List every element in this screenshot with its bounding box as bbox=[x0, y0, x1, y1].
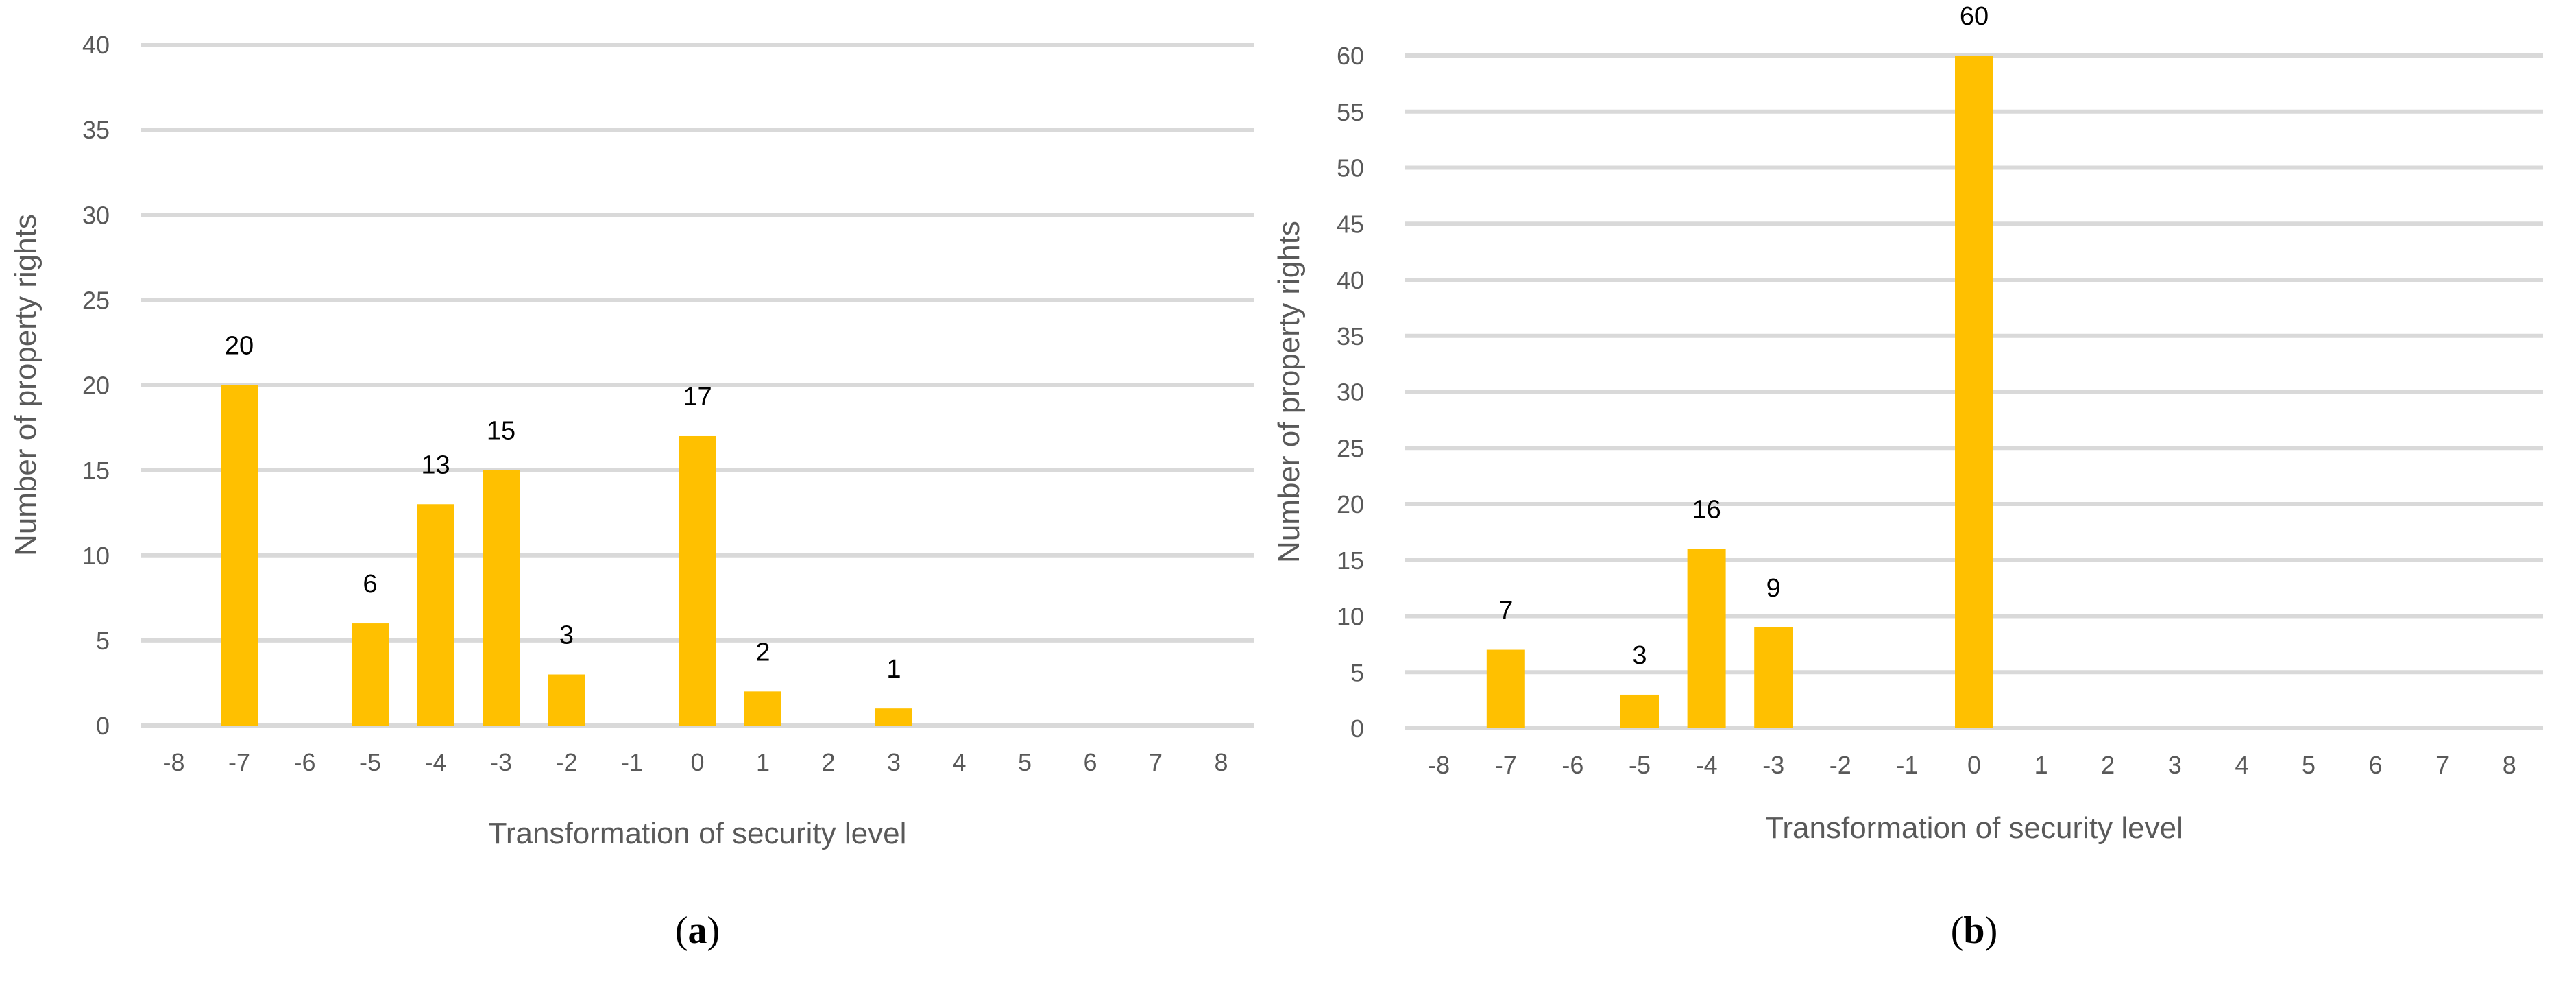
bar bbox=[1620, 694, 1659, 728]
x-tick-label: -1 bbox=[621, 748, 643, 776]
x-tick-label: -5 bbox=[359, 748, 381, 776]
x-tick-label: -3 bbox=[490, 748, 512, 776]
x-tick-label: -1 bbox=[1896, 751, 1918, 779]
x-tick-label: 5 bbox=[2302, 751, 2316, 779]
data-label: 3 bbox=[559, 621, 574, 650]
bar bbox=[548, 674, 585, 726]
x-tick-label: -2 bbox=[555, 748, 577, 776]
y-tick-label: 55 bbox=[1337, 98, 1364, 126]
data-label: 16 bbox=[1692, 495, 1721, 524]
panel-label-letter: b bbox=[1963, 909, 1984, 952]
data-label: 17 bbox=[683, 383, 712, 411]
x-tick-label: 2 bbox=[2101, 751, 2115, 779]
y-tick-label: 0 bbox=[96, 712, 110, 740]
y-tick-label: 40 bbox=[1337, 266, 1364, 294]
y-tick-label: 15 bbox=[1337, 547, 1364, 575]
data-label: 1 bbox=[886, 655, 901, 684]
y-tick-label: 30 bbox=[1337, 379, 1364, 407]
x-tick-label: 6 bbox=[1083, 748, 1097, 776]
y-tick-label: 20 bbox=[82, 372, 110, 400]
x-tick-label: -6 bbox=[1562, 751, 1583, 779]
x-tick-label: 8 bbox=[2503, 751, 2516, 779]
bar bbox=[221, 385, 258, 726]
y-tick-label: 0 bbox=[1350, 715, 1364, 743]
panel-label: (a) bbox=[675, 909, 720, 952]
x-tick-label: 7 bbox=[1149, 748, 1163, 776]
x-tick-label: -5 bbox=[1629, 751, 1651, 779]
x-tick-label: 3 bbox=[2168, 751, 2182, 779]
y-tick-label: 60 bbox=[1337, 42, 1364, 70]
x-tick-label: -6 bbox=[293, 748, 315, 776]
bar bbox=[1687, 549, 1726, 728]
x-tick-label: 0 bbox=[1967, 751, 1981, 779]
x-tick-label: 8 bbox=[1214, 748, 1228, 776]
bar bbox=[679, 435, 716, 726]
panel-label: (b) bbox=[1951, 909, 1997, 952]
y-tick-label: 40 bbox=[82, 31, 110, 59]
y-tick-label: 5 bbox=[1350, 658, 1364, 686]
panel-label-letter: a bbox=[688, 909, 707, 952]
data-label: 6 bbox=[363, 570, 377, 599]
bar bbox=[417, 504, 454, 726]
x-tick-label: -7 bbox=[1495, 751, 1517, 779]
y-tick-label: 10 bbox=[82, 542, 110, 570]
bar bbox=[875, 708, 912, 726]
y-tick-label: 5 bbox=[96, 627, 110, 655]
y-tick-label: 20 bbox=[1337, 490, 1364, 518]
data-label: 3 bbox=[1632, 641, 1647, 670]
x-tick-label: -8 bbox=[162, 748, 184, 776]
data-label: 60 bbox=[1960, 2, 1989, 31]
x-tick-label: -8 bbox=[1428, 751, 1450, 779]
bar bbox=[1754, 627, 1793, 728]
x-tick-label: -4 bbox=[1696, 751, 1718, 779]
x-tick-label: 2 bbox=[821, 748, 835, 776]
y-tick-label: 15 bbox=[82, 457, 110, 485]
x-tick-label: 4 bbox=[952, 748, 966, 776]
bar bbox=[1955, 56, 1993, 728]
y-tick-label: 35 bbox=[82, 116, 110, 144]
x-tick-label: 1 bbox=[2034, 751, 2048, 779]
x-tick-label: -2 bbox=[1830, 751, 1851, 779]
x-tick-label: -7 bbox=[228, 748, 250, 776]
y-tick-label: 50 bbox=[1337, 154, 1364, 182]
x-tick-label: 1 bbox=[756, 748, 770, 776]
x-tick-label: 0 bbox=[690, 748, 704, 776]
y-tick-label: 45 bbox=[1337, 210, 1364, 238]
y-axis-title: Number of property rights bbox=[1272, 221, 1306, 563]
y-tick-label: 10 bbox=[1337, 603, 1364, 631]
y-tick-label: 30 bbox=[82, 201, 110, 229]
y-tick-label: 25 bbox=[82, 286, 110, 314]
x-tick-label: 7 bbox=[2435, 751, 2449, 779]
data-label: 13 bbox=[421, 451, 450, 479]
y-axis-title: Number of property rights bbox=[9, 214, 42, 556]
bar bbox=[1486, 649, 1525, 728]
data-label: 20 bbox=[225, 332, 254, 361]
data-label: 2 bbox=[755, 638, 770, 667]
x-tick-label: -3 bbox=[1762, 751, 1784, 779]
x-axis-title: Transformation of security level bbox=[1765, 811, 2183, 845]
data-label: 7 bbox=[1498, 597, 1513, 625]
x-tick-label: -4 bbox=[424, 748, 446, 776]
data-label: 15 bbox=[487, 417, 515, 446]
bar bbox=[744, 691, 781, 726]
y-tick-label: 25 bbox=[1337, 434, 1364, 462]
x-tick-label: 5 bbox=[1018, 748, 1032, 776]
x-tick-label: 6 bbox=[2369, 751, 2383, 779]
bar bbox=[483, 470, 520, 726]
y-tick-label: 35 bbox=[1337, 322, 1364, 350]
x-tick-label: 4 bbox=[2235, 751, 2248, 779]
bar bbox=[352, 623, 389, 726]
x-axis-title: Transformation of security level bbox=[489, 817, 907, 850]
data-label: 9 bbox=[1766, 574, 1781, 603]
x-tick-label: 3 bbox=[887, 748, 901, 776]
